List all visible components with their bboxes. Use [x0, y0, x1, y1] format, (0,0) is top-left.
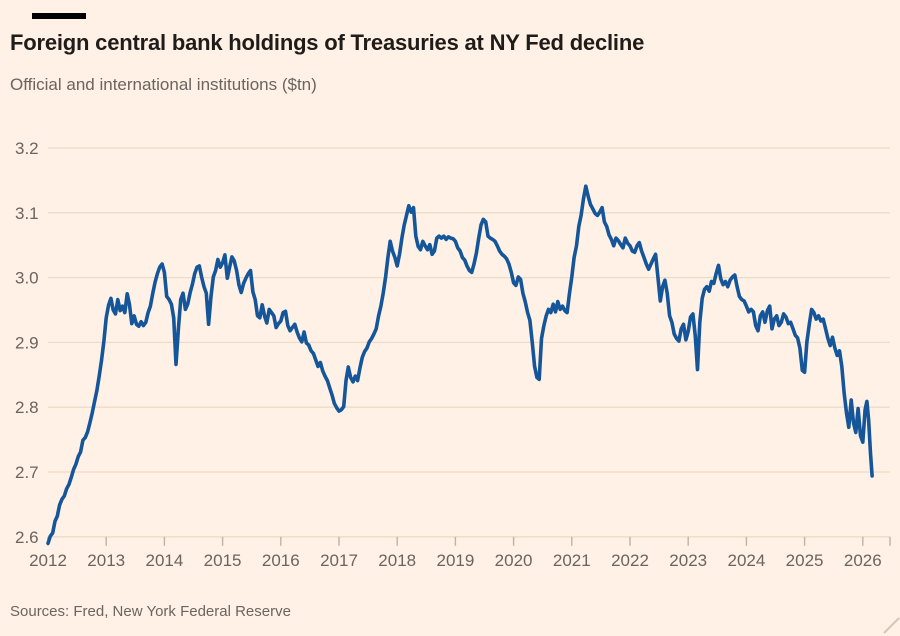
x-axis-label: 2022 [611, 551, 649, 570]
x-axis-label: 2019 [436, 551, 474, 570]
chart-title: Foreign central bank holdings of Treasur… [10, 30, 645, 55]
y-axis-label: 2.8 [15, 398, 39, 417]
y-axis-label: 3.2 [15, 139, 39, 158]
x-axis-label: 2016 [262, 551, 300, 570]
x-axis-label: 2012 [29, 551, 67, 570]
y-axis-label: 3.0 [15, 269, 39, 288]
y-axis-label: 2.6 [15, 528, 39, 547]
title-accent-bar [32, 13, 86, 19]
x-axis-label: 2018 [378, 551, 416, 570]
x-axis-label: 2020 [495, 551, 533, 570]
x-axis-label: 2015 [204, 551, 242, 570]
x-axis-label: 2014 [145, 551, 183, 570]
y-axis-label: 2.9 [15, 333, 39, 352]
x-axis-label: 2017 [320, 551, 358, 570]
chart-subtitle: Official and international institutions … [10, 75, 317, 94]
x-axis-label: 2023 [669, 551, 707, 570]
x-axis-label: 2013 [87, 551, 125, 570]
x-axis-label: 2026 [844, 551, 882, 570]
x-axis-label: 2021 [553, 551, 591, 570]
x-axis-label: 2025 [786, 551, 824, 570]
source-note: Sources: Fred, New York Federal Reserve [10, 603, 291, 620]
resize-handle-icon[interactable] [883, 617, 900, 634]
y-axis-label: 3.1 [15, 204, 39, 223]
y-axis-label: 2.7 [15, 463, 39, 482]
series-line [46, 184, 874, 546]
x-axis-label: 2024 [727, 551, 765, 570]
